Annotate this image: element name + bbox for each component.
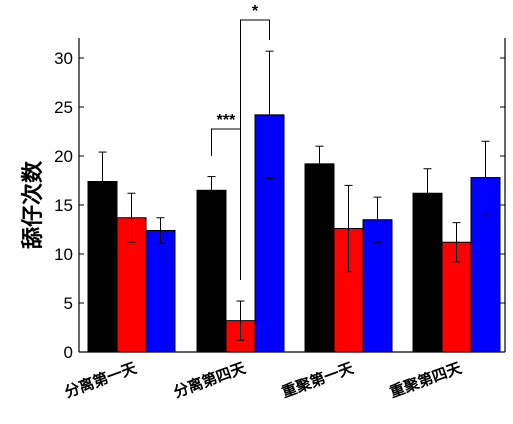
significance-label: * xyxy=(252,3,259,20)
significance-layer: **** xyxy=(211,3,270,280)
y-tick-label: 0 xyxy=(64,343,73,362)
x-tick-label: 分离第四天 xyxy=(171,359,249,402)
error-bars-layer xyxy=(98,50,490,341)
significance-label: *** xyxy=(217,112,236,129)
y-tick-label: 30 xyxy=(54,49,73,68)
bar xyxy=(412,192,443,353)
y-tick-label: 15 xyxy=(54,196,73,215)
bar xyxy=(196,189,227,353)
bars-layer xyxy=(87,114,501,353)
y-tick-label: 10 xyxy=(54,245,73,264)
bar xyxy=(145,229,176,353)
x-tick-label: 分离第一天 xyxy=(62,359,140,402)
x-tick-label: 重聚第一天 xyxy=(279,359,357,402)
bar xyxy=(304,163,335,353)
y-tick-label: 5 xyxy=(64,294,73,313)
y-axis-label: 舔仔次数 xyxy=(20,160,46,249)
x-tick-label: 重聚第四天 xyxy=(387,359,465,402)
y-tick-label: 20 xyxy=(54,147,73,166)
y-tick-label: 25 xyxy=(54,98,73,117)
significance-bracket xyxy=(240,19,270,280)
significance-bracket xyxy=(211,128,241,156)
